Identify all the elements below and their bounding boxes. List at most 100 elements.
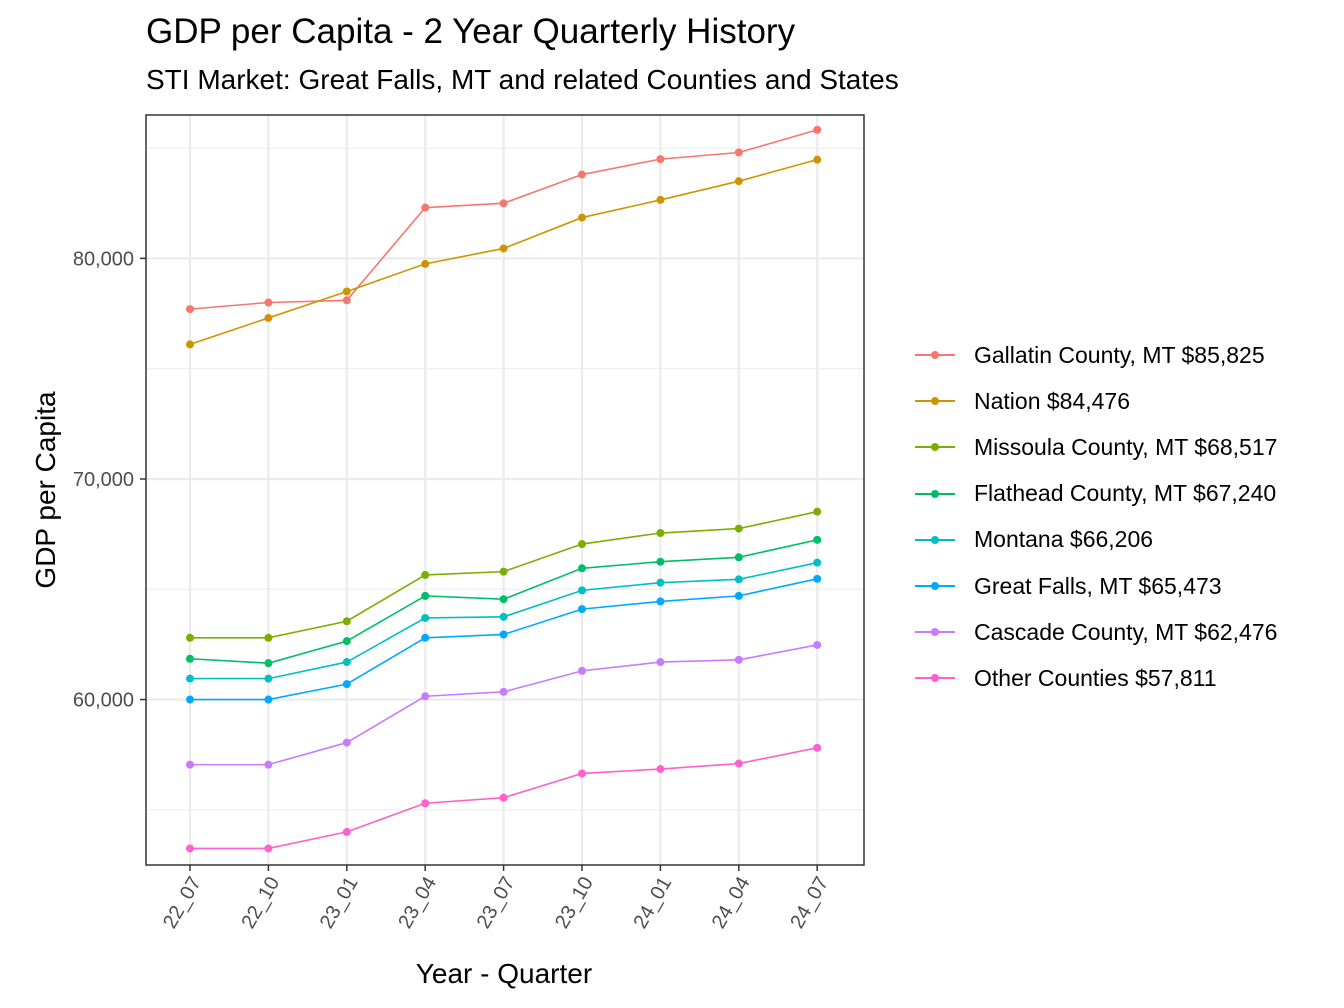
legend-key xyxy=(912,622,958,642)
legend-label: Nation $84,476 xyxy=(974,387,1131,414)
data-point xyxy=(342,658,351,667)
legend-key-point xyxy=(931,674,939,683)
data-point xyxy=(578,605,586,614)
data-point xyxy=(578,213,586,222)
data-point xyxy=(734,553,743,562)
x-tick-label: 23_04 xyxy=(394,873,441,932)
data-point xyxy=(578,170,586,179)
legend-key xyxy=(912,391,958,411)
data-point xyxy=(578,666,586,675)
legend-item: Missoula County, MT $68,517 xyxy=(912,424,1277,470)
data-point xyxy=(734,655,743,664)
data-point xyxy=(421,613,430,622)
data-point xyxy=(656,578,665,587)
data-point xyxy=(656,658,665,667)
data-point xyxy=(264,313,273,322)
data-point xyxy=(578,769,586,778)
series-2 xyxy=(186,507,822,642)
data-point xyxy=(578,540,586,549)
data-point xyxy=(342,296,351,305)
data-point xyxy=(186,760,194,769)
data-point xyxy=(734,177,743,186)
x-tick-label: 24_07 xyxy=(786,873,833,932)
data-point xyxy=(813,507,822,516)
y-tick-label: 60,000 xyxy=(73,690,134,712)
data-point xyxy=(499,595,508,604)
legend-key-point xyxy=(931,582,939,591)
data-point xyxy=(656,557,665,566)
x-tick-label: 22_10 xyxy=(237,873,284,932)
data-point xyxy=(421,799,430,808)
legend-key xyxy=(912,437,958,457)
data-point xyxy=(499,567,508,576)
data-point xyxy=(421,203,430,212)
x-tick-label: 22_07 xyxy=(159,873,206,932)
legend-label: Cascade County, MT $62,476 xyxy=(974,618,1278,645)
legend-item: Great Falls, MT $65,473 xyxy=(912,563,1277,609)
legend-key-point xyxy=(931,628,939,637)
data-point xyxy=(186,305,194,314)
data-point xyxy=(186,654,194,663)
legend-key xyxy=(912,668,958,688)
legend-label: Missoula County, MT $68,517 xyxy=(974,433,1278,460)
data-point xyxy=(264,633,273,642)
series-6 xyxy=(186,640,822,769)
legend-label: Other Counties $57,811 xyxy=(974,664,1217,691)
legend-key-point xyxy=(931,397,939,406)
data-point xyxy=(342,680,351,689)
data-point xyxy=(734,524,743,533)
data-point xyxy=(813,125,822,134)
data-point xyxy=(421,570,430,579)
legend-label: Great Falls, MT $65,473 xyxy=(974,572,1222,599)
data-point xyxy=(813,535,822,544)
y-axis-label: GDP per Capita xyxy=(30,391,61,589)
data-point xyxy=(734,148,743,157)
data-point xyxy=(342,827,351,836)
legend-item: Flathead County, MT $67,240 xyxy=(912,471,1277,517)
legend-label: Flathead County, MT $67,240 xyxy=(974,480,1277,507)
data-point xyxy=(499,244,508,253)
legend-key-point xyxy=(931,535,939,544)
data-point xyxy=(264,659,273,668)
legend: Gallatin County, MT $85,825 Nation $84,47… xyxy=(912,332,1277,702)
data-point xyxy=(813,574,822,583)
series-7 xyxy=(186,743,822,853)
data-point xyxy=(186,340,194,349)
series-4 xyxy=(186,558,822,683)
series-5 xyxy=(186,574,822,704)
data-point xyxy=(813,743,822,752)
data-point xyxy=(421,259,430,268)
x-tick-label: 24_01 xyxy=(629,873,676,932)
data-point xyxy=(499,630,508,639)
legend-item: Montana $66,206 xyxy=(912,517,1277,563)
data-point xyxy=(421,633,430,642)
chart-title: GDP per Capita - 2 Year Quarterly Histor… xyxy=(146,12,796,51)
legend-key xyxy=(912,345,958,365)
data-point xyxy=(734,575,743,584)
data-point xyxy=(342,617,351,626)
x-axis-label: Year - Quarter xyxy=(415,958,593,989)
legend-label: Gallatin County, MT $85,825 xyxy=(974,341,1265,368)
legend-key xyxy=(912,530,958,550)
series-1 xyxy=(186,155,822,349)
data-point xyxy=(264,298,273,307)
data-point xyxy=(264,760,273,769)
data-point xyxy=(186,695,194,704)
data-point xyxy=(421,692,430,701)
x-tick-label: 23_07 xyxy=(473,873,520,932)
data-point xyxy=(264,674,273,683)
y-tick-label: 80,000 xyxy=(73,248,134,270)
data-point xyxy=(578,564,586,573)
data-point xyxy=(421,591,430,600)
data-point xyxy=(342,637,351,646)
legend-key-point xyxy=(931,351,939,360)
data-point xyxy=(264,844,273,853)
data-point xyxy=(578,586,586,595)
x-tick-label: 23_01 xyxy=(316,873,363,932)
legend-item: Other Counties $57,811 xyxy=(912,655,1277,701)
data-point xyxy=(499,687,508,696)
legend-item: Gallatin County, MT $85,825 xyxy=(912,332,1277,378)
data-point xyxy=(186,633,194,642)
data-point xyxy=(499,793,508,802)
